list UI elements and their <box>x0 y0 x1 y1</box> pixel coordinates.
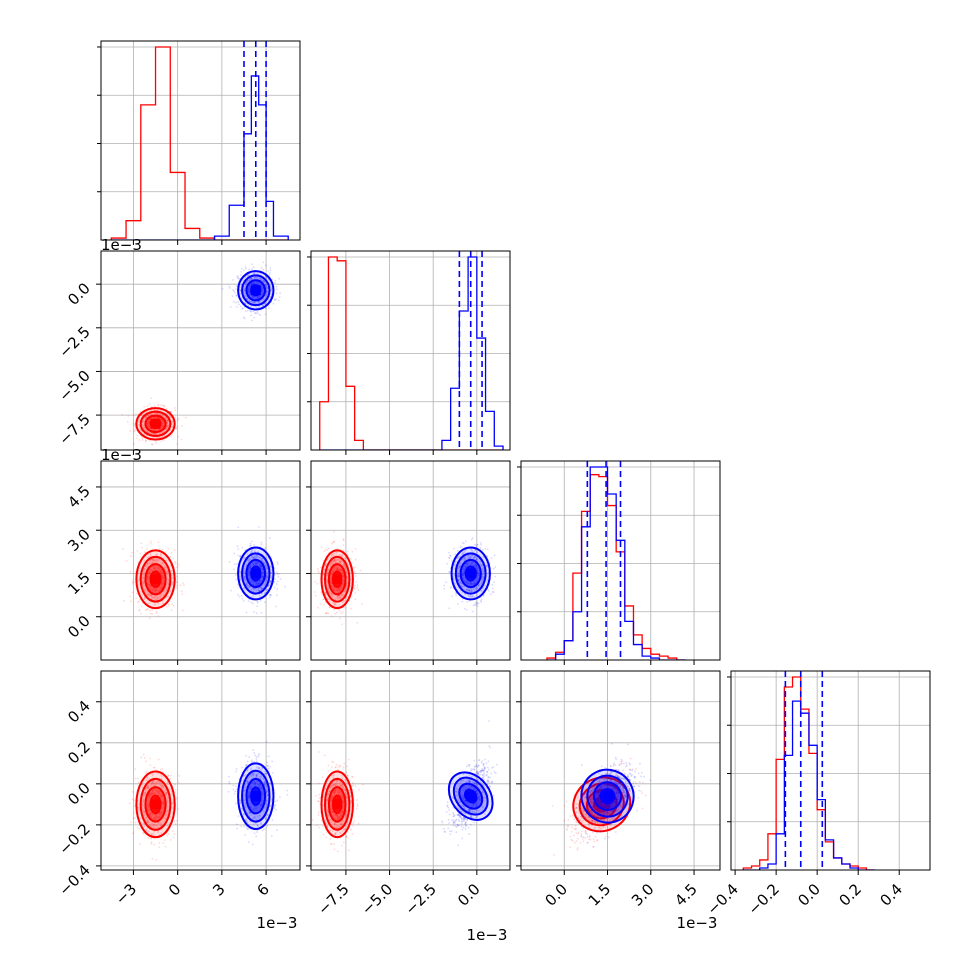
density-peak-blue <box>250 285 261 296</box>
panel-3-2: 0.0 1.5 3.0 4.5 1e−3 <box>516 670 721 932</box>
panel-frame <box>520 460 721 661</box>
panel-frame <box>100 40 301 241</box>
density-peak-red <box>596 799 607 810</box>
x-tick-label: 3 <box>209 880 228 899</box>
density-peak-blue <box>465 791 476 802</box>
panel-frame <box>730 670 931 871</box>
panel-3-0: −0.4−0.2 0.0 0.2 0.4 −3 0 3 6 1e−3 <box>55 670 301 932</box>
x-tick-label: −5.0 <box>358 880 396 918</box>
y-tick-label: −5.0 <box>55 367 93 405</box>
x-tick-label: 0.4 <box>876 880 906 910</box>
y-tick-label: −0.4 <box>55 861 93 899</box>
panel-frame <box>520 670 721 871</box>
x-tick-label: −0.2 <box>744 880 782 918</box>
histogram-red <box>319 256 504 450</box>
panel-2-0: 0.0 1.5 3.0 4.5 1e−3 <box>64 446 301 665</box>
x-offset-label: 1e−3 <box>257 914 298 932</box>
y-tick-label: 0.0 <box>64 779 94 809</box>
y-offset-label: 1e−3 <box>101 236 142 254</box>
density-peak-red <box>332 574 343 585</box>
y-tick-label: 0.0 <box>64 612 94 642</box>
y-tick-label: 0.4 <box>64 697 94 727</box>
y-tick-label: 4.5 <box>64 482 94 512</box>
x-tick-label: −0.4 <box>703 880 741 918</box>
panel-1-1 <box>307 250 511 455</box>
panel-frame <box>100 670 301 871</box>
y-tick-label: 3.0 <box>64 525 94 555</box>
x-tick-label: 3.0 <box>628 880 658 910</box>
x-tick-label: 0.0 <box>794 880 824 910</box>
panel-frame <box>310 250 511 451</box>
y-tick-label: −0.2 <box>55 820 93 858</box>
panel-1-0: −7.5 −5.0 −2.5 0.0 1e−3 <box>55 236 301 455</box>
x-tick-label: −2.5 <box>402 880 440 918</box>
x-tick-label: 4.5 <box>671 880 701 910</box>
density-peak-red <box>332 799 343 810</box>
histogram-blue <box>743 700 875 870</box>
y-tick-label: −7.5 <box>55 410 93 448</box>
panel-frame <box>310 460 511 661</box>
density-peak-blue <box>250 791 261 802</box>
histogram-blue <box>111 75 289 240</box>
histogram-blue <box>546 466 686 660</box>
x-tick-label: 0.0 <box>541 880 571 910</box>
density-peak-red <box>150 574 161 585</box>
density-peak-red <box>150 418 161 429</box>
x-offset-label: 1e−3 <box>677 914 718 932</box>
histogram-blue <box>319 256 504 450</box>
x-tick-label: 6 <box>253 880 272 899</box>
panel-2-2 <box>517 460 721 665</box>
panel-0-0 <box>97 40 301 245</box>
panel-frame <box>310 670 511 871</box>
panel-frame <box>100 250 301 451</box>
y-tick-label: −2.5 <box>55 323 93 361</box>
y-tick-label: 0.2 <box>64 738 94 768</box>
x-tick-label: 0 <box>165 880 184 899</box>
density-peak-blue <box>465 568 476 579</box>
x-tick-label: 0.0 <box>454 880 484 910</box>
x-tick-label: 0.2 <box>835 880 865 910</box>
histogram-red <box>110 46 289 240</box>
x-tick-label: −3 <box>112 880 140 908</box>
x-offset-label: 1e−3 <box>467 926 508 944</box>
panel-2-1 <box>306 460 511 665</box>
density-peak-red <box>150 799 161 810</box>
y-tick-label: 0.0 <box>64 279 94 309</box>
panel-3-1: −7.5 −5.0 −2.5 0.0 1e−3 <box>306 670 511 944</box>
x-tick-label: 1.5 <box>585 880 615 910</box>
density-peak-blue <box>602 791 613 802</box>
x-tick-label: −7.5 <box>314 880 352 918</box>
density-peak-blue <box>250 568 261 579</box>
panel-3-3: −0.4 −0.2 0.0 0.2 0.4 <box>703 670 931 919</box>
y-offset-label: 1e−3 <box>101 446 142 464</box>
y-tick-label: 1.5 <box>64 569 94 599</box>
panel-frame <box>100 460 301 661</box>
